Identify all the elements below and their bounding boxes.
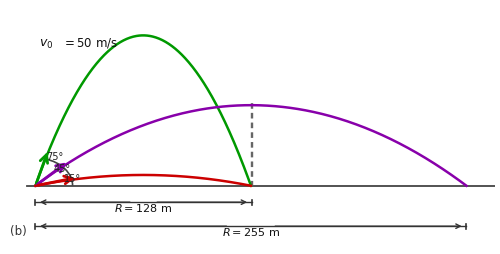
Text: $R = 128\ \mathrm{m}$: $R = 128\ \mathrm{m}$ (114, 202, 172, 214)
Text: $R = 255\ \mathrm{m}$: $R = 255\ \mathrm{m}$ (222, 226, 280, 238)
Text: (b): (b) (10, 225, 27, 238)
Text: 15°: 15° (64, 174, 82, 184)
Text: $= 50\ \mathrm{m/s}$: $= 50\ \mathrm{m/s}$ (62, 36, 118, 50)
Text: 45°: 45° (54, 165, 71, 174)
Text: $v_0$: $v_0$ (39, 38, 53, 51)
Text: 75°: 75° (46, 152, 64, 163)
